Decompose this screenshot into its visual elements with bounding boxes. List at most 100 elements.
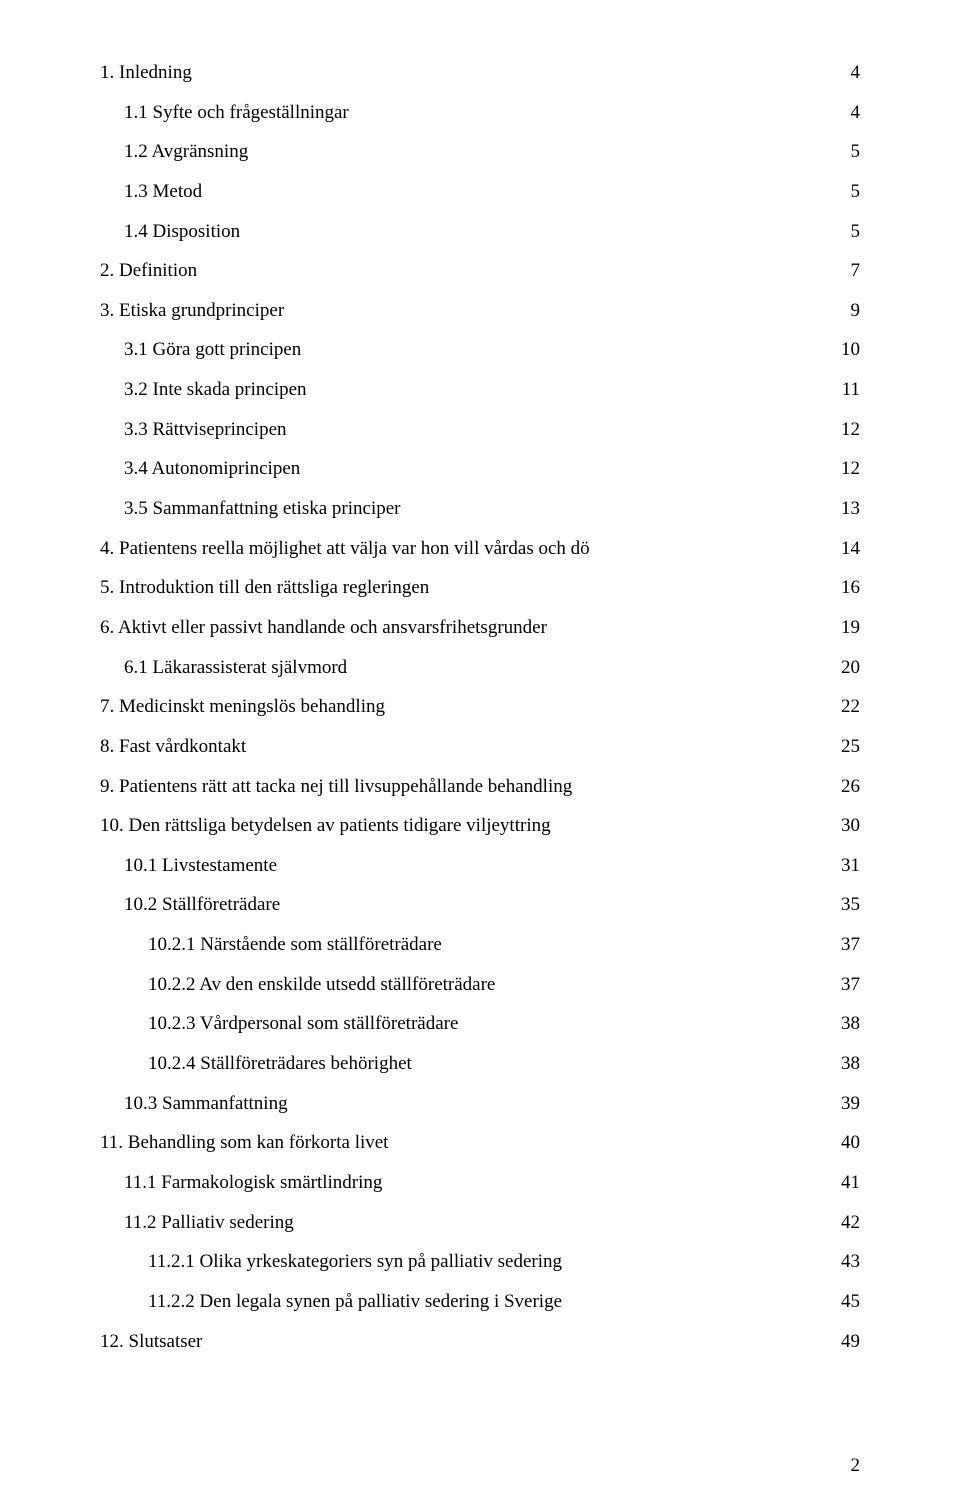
toc-entry-page: 37	[836, 932, 860, 958]
toc-entry: 2. Definition 7	[100, 258, 860, 284]
toc-entry-label: 10. Den rättsliga betydelsen av patients…	[100, 813, 551, 839]
toc-entry-label: 2. Definition	[100, 258, 197, 284]
toc-entry: 10. Den rättsliga betydelsen av patients…	[100, 813, 860, 839]
toc-entry-page: 38	[836, 1051, 860, 1077]
toc-entry-page: 49	[836, 1329, 860, 1355]
toc-entry: 3.2 Inte skada principen 11	[100, 377, 860, 403]
toc-entry-page: 43	[836, 1249, 860, 1275]
toc-entry: 11.2.2 Den legala synen på palliativ sed…	[100, 1289, 860, 1315]
toc-entry-page: 26	[836, 774, 860, 800]
table-of-contents: 1. Inledning41.1 Syfte och frågeställnin…	[100, 60, 860, 1354]
toc-entry: 11.2.1 Olika yrkeskategoriers syn på pal…	[100, 1249, 860, 1275]
toc-entry-page: 9	[836, 298, 860, 324]
toc-entry: 7. Medicinskt meningslös behandling 22	[100, 694, 860, 720]
toc-entry: 3.1 Göra gott principen 10	[100, 337, 860, 363]
toc-entry: 10.2 Ställföreträdare 35	[100, 892, 860, 918]
toc-entry-page: 20	[836, 655, 860, 681]
toc-entry-label: 10.2.4 Ställföreträdares behörighet	[148, 1051, 412, 1077]
toc-entry-label: 1.2 Avgränsning	[124, 139, 248, 165]
toc-entry-page: 37	[836, 972, 860, 998]
toc-entry: 3.5 Sammanfattning etiska principer 13	[100, 496, 860, 522]
toc-entry: 11. Behandling som kan förkorta livet 40	[100, 1130, 860, 1156]
toc-entry: 3. Etiska grundprinciper 9	[100, 298, 860, 324]
toc-entry-label: 6.1 Läkarassisterat självmord	[124, 655, 347, 681]
toc-entry: 10.1 Livstestamente 31	[100, 853, 860, 879]
toc-entry-page: 4	[836, 100, 860, 126]
toc-entry-label: 3. Etiska grundprinciper	[100, 298, 284, 324]
toc-entry: 1.2 Avgränsning 5	[100, 139, 860, 165]
toc-entry-page: 11	[836, 377, 860, 403]
toc-entry-page: 45	[836, 1289, 860, 1315]
toc-entry-page: 5	[836, 219, 860, 245]
toc-entry-page: 22	[836, 694, 860, 720]
toc-entry-page: 19	[836, 615, 860, 641]
toc-entry: 11.1 Farmakologisk smärtlindring 41	[100, 1170, 860, 1196]
toc-entry-label: 10.3 Sammanfattning	[124, 1091, 288, 1117]
toc-entry-label: 10.2.1 Närstående som ställföreträdare	[148, 932, 442, 958]
toc-entry-label: 10.2.2 Av den enskilde utsedd ställföret…	[148, 972, 495, 998]
toc-entry-label: 9. Patientens rätt att tacka nej till li…	[100, 774, 572, 800]
toc-entry-label: 3.1 Göra gott principen	[124, 337, 301, 363]
toc-entry-page: 31	[836, 853, 860, 879]
toc-entry: 10.3 Sammanfattning 39	[100, 1091, 860, 1117]
toc-entry-label: 8. Fast vårdkontakt	[100, 734, 246, 760]
toc-entry-page: 12	[836, 456, 860, 482]
toc-entry-page: 30	[836, 813, 860, 839]
toc-entry-page: 25	[836, 734, 860, 760]
toc-entry: 3.4 Autonomiprincipen 12	[100, 456, 860, 482]
toc-entry-page: 41	[836, 1170, 860, 1196]
toc-entry-page: 10	[836, 337, 860, 363]
toc-entry-label: 11.2.2 Den legala synen på palliativ sed…	[148, 1289, 562, 1315]
toc-entry: 4. Patientens reella möjlighet att välja…	[100, 536, 860, 562]
toc-entry: 12. Slutsatser 49	[100, 1329, 860, 1355]
toc-entry-label: 11.2 Palliativ sedering	[124, 1210, 294, 1236]
toc-entry-page: 4	[836, 60, 860, 86]
toc-entry: 9. Patientens rätt att tacka nej till li…	[100, 774, 860, 800]
toc-entry-page: 39	[836, 1091, 860, 1117]
toc-entry-label: 11.2.1 Olika yrkeskategoriers syn på pal…	[148, 1249, 562, 1275]
toc-entry-page: 12	[836, 417, 860, 443]
toc-entry-label: 3.5 Sammanfattning etiska principer	[124, 496, 400, 522]
toc-entry: 1. Inledning 4	[100, 60, 860, 86]
toc-entry-page: 14	[836, 536, 860, 562]
toc-entry-label: 10.2.3 Vårdpersonal som ställföreträdare	[148, 1011, 458, 1037]
document-page: 1. Inledning41.1 Syfte och frågeställnin…	[0, 0, 960, 1505]
toc-entry-label: 12. Slutsatser	[100, 1329, 202, 1355]
toc-entry: 10.2.3 Vårdpersonal som ställföreträdare…	[100, 1011, 860, 1037]
toc-entry: 11.2 Palliativ sedering 42	[100, 1210, 860, 1236]
toc-entry-page: 40	[836, 1130, 860, 1156]
page-number: 2	[851, 1455, 861, 1477]
toc-entry: 8. Fast vårdkontakt 25	[100, 734, 860, 760]
toc-entry-label: 1.1 Syfte och frågeställningar	[124, 100, 349, 126]
toc-entry-label: 3.4 Autonomiprincipen	[124, 456, 300, 482]
toc-entry-label: 10.2 Ställföreträdare	[124, 892, 280, 918]
toc-entry-label: 3.2 Inte skada principen	[124, 377, 307, 403]
toc-entry: 6. Aktivt eller passivt handlande och an…	[100, 615, 860, 641]
toc-entry-page: 38	[836, 1011, 860, 1037]
toc-entry-label: 1.4 Disposition	[124, 219, 240, 245]
toc-entry-label: 3.3 Rättviseprincipen	[124, 417, 287, 443]
toc-entry-label: 1.3 Metod	[124, 179, 202, 205]
toc-entry: 3.3 Rättviseprincipen 12	[100, 417, 860, 443]
toc-entry-label: 11. Behandling som kan förkorta livet	[100, 1130, 388, 1156]
toc-entry-label: 6. Aktivt eller passivt handlande och an…	[100, 615, 547, 641]
toc-entry: 10.2.4 Ställföreträdares behörighet 38	[100, 1051, 860, 1077]
toc-entry: 5. Introduktion till den rättsliga regle…	[100, 575, 860, 601]
toc-entry-page: 7	[836, 258, 860, 284]
toc-entry-label: 7. Medicinskt meningslös behandling	[100, 694, 385, 720]
toc-entry: 1.1 Syfte och frågeställningar 4	[100, 100, 860, 126]
toc-entry: 10.2.2 Av den enskilde utsedd ställföret…	[100, 972, 860, 998]
toc-entry-label: 10.1 Livstestamente	[124, 853, 277, 879]
toc-entry: 10.2.1 Närstående som ställföreträdare 37	[100, 932, 860, 958]
toc-entry-label: 5. Introduktion till den rättsliga regle…	[100, 575, 429, 601]
toc-entry: 1.3 Metod5	[100, 179, 860, 205]
toc-entry-page: 16	[836, 575, 860, 601]
toc-entry: 6.1 Läkarassisterat självmord 20	[100, 655, 860, 681]
toc-entry-label: 4. Patientens reella möjlighet att välja…	[100, 536, 590, 562]
toc-entry-page: 42	[836, 1210, 860, 1236]
toc-entry-label: 1. Inledning	[100, 60, 192, 86]
toc-entry-page: 35	[836, 892, 860, 918]
toc-entry-page: 5	[836, 139, 860, 165]
toc-entry-page: 13	[836, 496, 860, 522]
toc-entry-label: 11.1 Farmakologisk smärtlindring	[124, 1170, 382, 1196]
